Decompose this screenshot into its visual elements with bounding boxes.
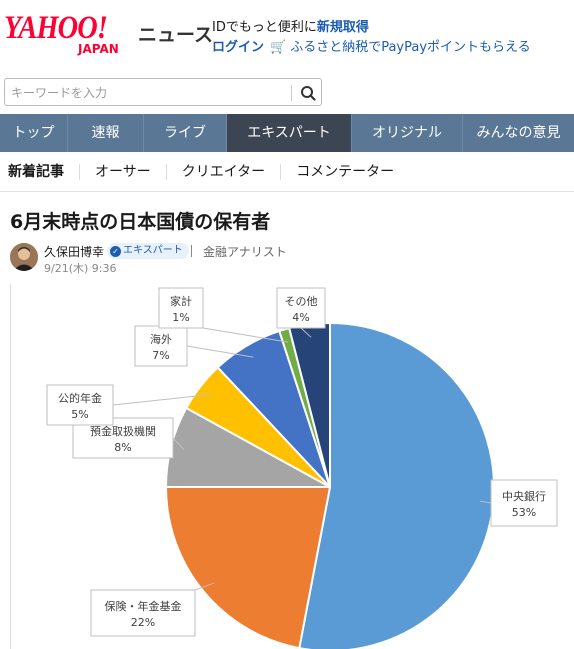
- slice-label-value: 8%: [114, 441, 131, 454]
- search-divider: [291, 85, 292, 101]
- leader-line: [186, 345, 254, 358]
- subnav-authors[interactable]: オーサー: [79, 163, 166, 180]
- tab-live[interactable]: ライブ: [144, 114, 227, 152]
- slice-label-name: 預金取扱機関: [90, 424, 156, 438]
- slice-label-value: 5%: [71, 408, 88, 421]
- slice-label: 公的年金 5%: [46, 384, 114, 426]
- author-byline: 久保田博幸 ✓ エキスパート 金融アナリスト 9/21(木) 9:36: [10, 243, 570, 275]
- logo-subtext: JAPAN: [78, 42, 119, 56]
- holders-pie-chart: 中央銀行 53% 保険・年金基金 22% 預金取扱機関 8% 公的年金 5% 海外 7% 家計 1% そ…: [10, 284, 574, 649]
- author-avatar[interactable]: [10, 243, 38, 271]
- pie-slice: [164, 486, 332, 649]
- author-name[interactable]: 久保田博幸: [44, 245, 105, 259]
- expert-subnav: 新着記事 オーサー クリエイター コメンテーター: [0, 152, 574, 192]
- slice-label-name: 家計: [170, 294, 192, 308]
- service-name[interactable]: ニュース: [138, 24, 214, 46]
- subnav-new-articles[interactable]: 新着記事: [8, 163, 64, 180]
- search-bar: [4, 78, 322, 106]
- cart-icon: 🛒: [270, 40, 287, 55]
- tab-opinions[interactable]: みんなの意見: [476, 125, 561, 141]
- slice-label-box: [158, 287, 204, 329]
- subnav-commentators[interactable]: コメンテーター: [280, 163, 409, 180]
- leader-line: [300, 327, 312, 338]
- login-link[interactable]: ログイン: [212, 40, 265, 55]
- slice-label-value: 1%: [172, 311, 189, 324]
- tab-original[interactable]: オリジナル: [352, 114, 463, 152]
- slice-label-box: [490, 479, 558, 527]
- slice-label: 海外 7%: [134, 325, 188, 367]
- tab-top[interactable]: トップ: [0, 114, 68, 152]
- slice-label-box: [90, 589, 196, 637]
- main-nav: トップ 速報 ライブ エキスパート オリジナル みんなの意見: [0, 114, 574, 152]
- author-title: 金融アナリスト: [203, 245, 287, 259]
- expert-badge: ✓ エキスパート: [107, 243, 189, 259]
- site-header: YAHOO! JAPAN ニュース IDでもっと便利に新規取得 ログイン 🛒 ふるさ…: [0, 0, 574, 68]
- leader-line: [480, 500, 492, 504]
- signup-promo-text: IDでもっと便利に: [212, 20, 317, 35]
- search-input[interactable]: [11, 83, 281, 103]
- slice-label-name: その他: [285, 295, 318, 308]
- slice-label-name: 海外: [150, 332, 172, 346]
- signup-promo: IDでもっと便利に新規取得: [212, 16, 369, 35]
- pie-chart-svg: 中央銀行 53% 保険・年金基金 22% 預金取扱機関 8% 公的年金 5% 海外 7% 家計 1% そ…: [46, 287, 558, 649]
- leader-line: [194, 582, 214, 591]
- slice-label: 保険・年金基金 22%: [90, 589, 196, 637]
- publish-date: 9/21(木) 9:36: [44, 262, 117, 275]
- byline-separator: [191, 245, 192, 257]
- subnav-creators[interactable]: クリエイター: [165, 163, 280, 180]
- tab-expert[interactable]: エキスパート: [227, 114, 352, 152]
- slice-label-name: 保険・年金基金: [105, 599, 182, 613]
- avatar-portrait: [10, 243, 38, 271]
- slice-label: 中央銀行 53%: [490, 479, 558, 527]
- leader-line: [172, 437, 185, 450]
- slice-label-value: 22%: [131, 616, 155, 629]
- slice-label: その他 4%: [276, 287, 326, 329]
- slice-label-box: [276, 287, 326, 329]
- login-promo: ログイン 🛒 ふるさと納税でPayPayポイントもらえる: [212, 36, 531, 55]
- slice-label-box: [46, 384, 114, 426]
- yahoo-japan-logo[interactable]: YAHOO! JAPAN: [4, 10, 132, 57]
- leader-line: [202, 327, 288, 343]
- article-title: 6月末時点の日本国債の保有者: [10, 211, 271, 233]
- signup-link[interactable]: 新規取得: [316, 20, 369, 35]
- search-icon: [301, 86, 316, 101]
- slice-label-name: 中央銀行: [502, 489, 546, 503]
- tab-breaking[interactable]: 速報: [68, 114, 144, 152]
- slice-label-value: 4%: [292, 311, 309, 324]
- logo-wordmark: YAHOO!: [4, 10, 108, 46]
- slice-label: 家計 1%: [158, 287, 204, 329]
- slice-label-value: 7%: [152, 349, 169, 362]
- check-icon: ✓: [110, 246, 121, 257]
- slice-label-value: 53%: [512, 506, 536, 519]
- slice-label-name: 公的年金: [58, 391, 102, 405]
- search-button[interactable]: [295, 81, 321, 105]
- leader-line: [112, 394, 211, 406]
- expert-badge-label: エキスパート: [123, 245, 183, 256]
- furusato-promo-link[interactable]: ふるさと納税でPayPayポイントもらえる: [290, 40, 531, 55]
